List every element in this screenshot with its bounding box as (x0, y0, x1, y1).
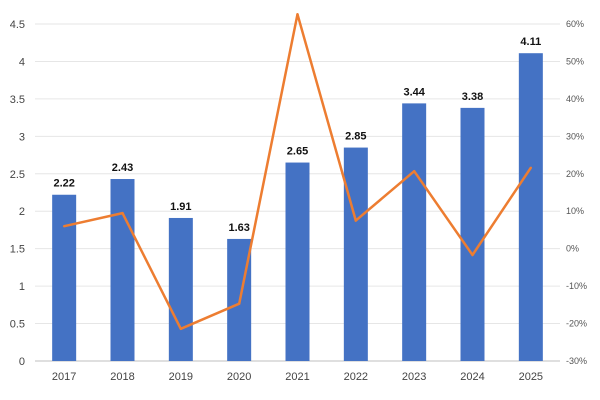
y2-tick-label: -10% (566, 281, 587, 291)
data-label: 2.85 (345, 131, 366, 143)
growth-point (62, 225, 66, 228)
growth-point (412, 169, 416, 173)
x-tick-label: 2020 (227, 371, 251, 383)
growth-point (529, 166, 533, 169)
growth-point (179, 327, 183, 330)
bar (518, 53, 543, 361)
growth-point (296, 13, 299, 16)
y2-tick-label: 20% (566, 169, 584, 179)
bar (52, 194, 77, 361)
x-tick-label: 2025 (519, 371, 543, 383)
x-tick-label: 2017 (52, 371, 76, 383)
data-label: 2.65 (287, 146, 308, 158)
bar (343, 147, 368, 361)
growth-point (471, 253, 474, 257)
growth-point (121, 211, 124, 215)
x-tick-label: 2018 (110, 371, 134, 383)
y2-tick-label: 50% (566, 56, 584, 66)
data-label: 1.63 (228, 222, 249, 234)
data-label: 3.38 (462, 91, 483, 103)
growth-point (354, 219, 358, 222)
x-tick-label: 2023 (402, 371, 426, 383)
y-tick-label: 3 (19, 131, 25, 143)
data-label: 2.22 (53, 178, 74, 190)
bar (402, 103, 427, 361)
y2-tick-label: 40% (566, 94, 584, 104)
growth-point (237, 302, 241, 305)
y-tick-label: 2 (19, 206, 25, 218)
y2-tick-label: 0% (566, 244, 579, 254)
x-tick-label: 2019 (169, 371, 193, 383)
bar (460, 107, 485, 362)
data-label: 4.11 (520, 36, 541, 48)
y-tick-label: 0.5 (10, 319, 25, 331)
x-tick-label: 2021 (285, 371, 309, 383)
bar (285, 162, 310, 361)
x-tick-label: 2022 (344, 371, 368, 383)
y-tick-label: 4 (19, 56, 25, 68)
y2-tick-label: 30% (566, 131, 584, 141)
y-tick-label: 3.5 (10, 94, 25, 106)
data-label: 2.43 (112, 162, 133, 174)
data-label: 3.44 (403, 86, 425, 98)
y2-tick-label: 60% (566, 19, 584, 29)
y-tick-label: 2.5 (10, 169, 25, 181)
bar (168, 217, 193, 361)
y-tick-label: 1 (19, 281, 25, 293)
x-tick-label: 2024 (460, 371, 484, 383)
bar (110, 179, 135, 361)
y-tick-label: 4.5 (10, 19, 25, 31)
y2-tick-label: 10% (566, 206, 584, 216)
y-tick-label: 1.5 (10, 244, 25, 256)
y2-tick-label: -30% (566, 356, 587, 366)
data-label: 1.91 (170, 201, 191, 213)
y2-tick-label: -20% (566, 319, 587, 329)
y-tick-label: 0 (19, 356, 25, 368)
